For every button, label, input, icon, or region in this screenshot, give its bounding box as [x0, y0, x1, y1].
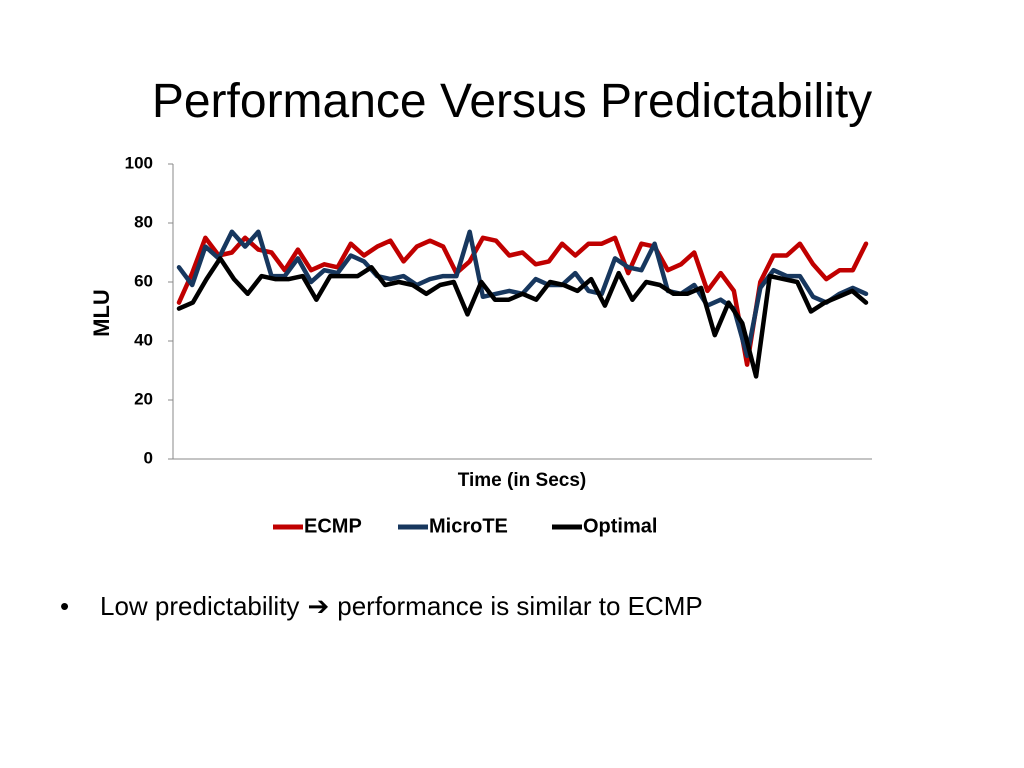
y-tick-label: 20 — [134, 389, 153, 408]
bullet-point: • Low predictability ➔ performance is si… — [60, 588, 703, 624]
y-tick-label: 60 — [134, 271, 153, 290]
series-line-optimal — [176, 256, 869, 379]
y-tick-label: 80 — [134, 212, 153, 231]
bullet-marker: • — [60, 591, 70, 621]
legend-label-optimal: Optimal — [583, 515, 657, 537]
y-axis-label: MLU — [89, 289, 114, 337]
series-lines — [176, 229, 869, 379]
y-tick-label: 0 — [144, 448, 153, 467]
legend-label-ecmp: ECMP — [304, 515, 362, 537]
bullet-text-end: performance is similar to ECMP — [337, 591, 703, 621]
y-tick-label: 100 — [125, 153, 153, 172]
x-axis-label: Time (in Secs) — [458, 470, 586, 491]
legend-label-microte: MicroTE — [429, 515, 508, 537]
axes: 0 20 40 60 80 100 — [125, 153, 872, 467]
legend: ECMP MicroTE Optimal — [273, 515, 657, 537]
y-tick-label: 40 — [134, 330, 153, 349]
right-arrow-icon: ➔ — [307, 591, 330, 621]
series-line-ecmp — [176, 235, 869, 367]
slide-title: Performance Versus Predictability — [151, 75, 873, 128]
bullet-text-start: Low predictability — [100, 591, 300, 621]
